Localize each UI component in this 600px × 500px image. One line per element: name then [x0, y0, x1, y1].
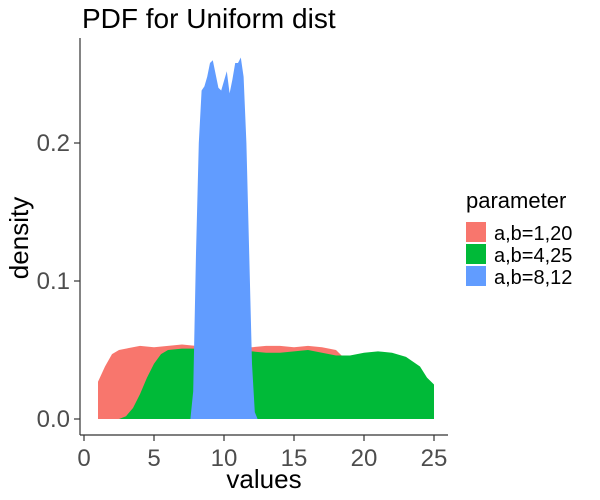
x-tick-label: 0 [77, 445, 90, 472]
legend-items: a,b=1,20a,b=4,25a,b=8,12 [466, 222, 572, 289]
x-axis-title: values [226, 464, 301, 494]
x-tick-label: 25 [421, 445, 448, 472]
legend-label: a,b=4,25 [494, 245, 572, 267]
x-tick-label: 15 [281, 445, 308, 472]
legend-key [466, 266, 486, 286]
density-areas [98, 57, 434, 419]
x-tick-label: 10 [211, 445, 238, 472]
y-tick-label: 0.1 [37, 268, 70, 295]
legend-key [466, 222, 486, 242]
y-axis-ticks: 0.0 0.1 0.2 [37, 130, 80, 433]
chart-title: PDF for Uniform dist [82, 3, 336, 34]
legend-label: a,b=1,20 [494, 223, 572, 245]
legend-key [466, 244, 486, 264]
y-axis-title: density [4, 197, 34, 279]
x-tick-label: 5 [147, 445, 160, 472]
x-tick-label: 20 [351, 445, 378, 472]
legend-title: parameter [466, 188, 566, 213]
density-area-3 [190, 57, 258, 419]
legend: parameter a,b=1,20a,b=4,25a,b=8,12 [466, 188, 572, 289]
y-tick-label: 0.2 [37, 130, 70, 157]
y-tick-label: 0.0 [37, 406, 70, 433]
legend-label: a,b=8,12 [494, 267, 572, 289]
density-area-2 [119, 348, 434, 419]
x-axis-ticks: 0 5 10 15 20 25 [77, 435, 447, 472]
